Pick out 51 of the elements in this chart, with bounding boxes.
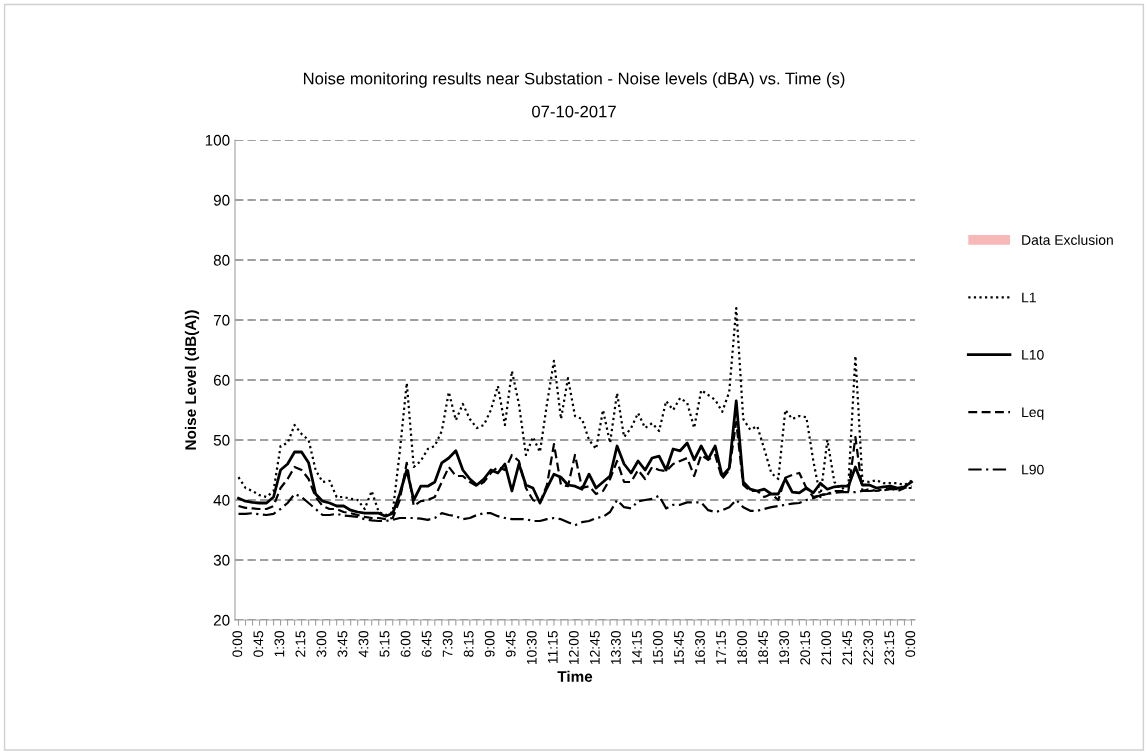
legend-label: Leq: [1022, 407, 1044, 420]
x-tick-label: 12:00: [568, 630, 579, 665]
x-tick-label: 11:15: [548, 631, 558, 664]
y-tick-label: 60: [213, 374, 230, 386]
legend-label: L10: [1022, 349, 1044, 360]
legend-label: L1: [1022, 292, 1036, 303]
x-tick-label: 21:00: [821, 630, 832, 665]
chart-subtitle: 07-10-2017: [532, 105, 616, 118]
x-tick-label: 18:45: [758, 631, 769, 665]
x-tick-label: 21:45: [842, 631, 853, 665]
x-tick-label: 3:45: [337, 631, 348, 657]
x-tick-label: 15:00: [653, 630, 663, 665]
x-tick-label: 4:30: [358, 630, 369, 658]
legend-label: Data Exclusion: [1022, 234, 1113, 245]
y-tick-label: 30: [213, 554, 230, 566]
x-tick-label: 0:00: [232, 630, 243, 657]
x-tick-label: 16:30: [695, 630, 705, 665]
x-tick-label: 8:15: [463, 631, 474, 657]
x-tick-label: 19:30: [779, 630, 790, 665]
x-tick-label: 6:45: [421, 631, 432, 657]
x-axis-title: Time: [557, 670, 593, 682]
x-tick-label: 14:15: [632, 631, 642, 665]
x-tick-label: 3:00: [316, 630, 327, 657]
x-tick-label: 0:45: [253, 631, 264, 657]
x-tick-label: 17:15: [716, 631, 726, 665]
y-tick-label: 20: [213, 614, 230, 626]
x-tick-label: 6:00: [400, 630, 411, 657]
y-tick-label: 70: [213, 314, 230, 326]
x-tick-label: 22:30: [863, 630, 874, 665]
y-tick-label: 40: [213, 494, 230, 506]
y-tick-label: 80: [213, 254, 230, 266]
x-tick-label: 7:30: [442, 630, 453, 657]
y-tick-label: 100: [205, 134, 230, 146]
x-tick-label: 2:15: [295, 631, 306, 657]
x-tick-label: 12:45: [589, 631, 600, 665]
x-tick-label: 23:15: [884, 631, 895, 665]
y-tick-label: 50: [213, 434, 230, 446]
chart-title: Noise monitoring results near Substation - Noise levels (dBA) vs. Time (s): [303, 72, 845, 88]
x-tick-label: 18:00: [737, 630, 747, 665]
x-tick-label: 15:45: [674, 631, 684, 665]
y-axis-title: Noise Level (dB(A)): [184, 310, 200, 450]
x-tick-label: 9:45: [505, 631, 516, 657]
x-tick-label: 5:15: [379, 631, 390, 657]
x-tick-label: 1:30: [274, 630, 285, 657]
x-tick-label: 0:00: [905, 630, 916, 657]
x-tick-label: 20:15: [800, 631, 811, 665]
y-tick-label: 90: [213, 194, 230, 206]
x-tick-label: 10:30: [526, 630, 537, 665]
x-tick-label: 13:30: [610, 630, 621, 665]
legend-label: L90: [1022, 464, 1044, 475]
x-tick-label: 9:00: [484, 630, 495, 657]
